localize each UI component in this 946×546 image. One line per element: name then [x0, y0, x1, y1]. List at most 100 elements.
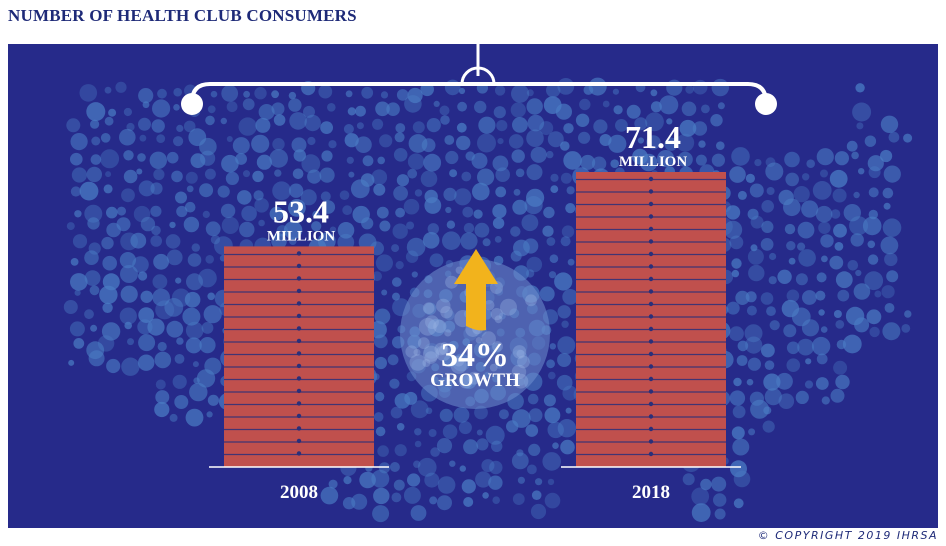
map-bubble	[379, 134, 393, 148]
map-bubble	[288, 183, 304, 198]
map-bubble	[855, 269, 862, 277]
map-bubble	[489, 460, 503, 475]
map-bubble	[458, 421, 472, 435]
map-bubble	[206, 411, 213, 418]
comparison-bracket	[181, 44, 777, 115]
map-bubble	[116, 217, 131, 232]
bar-dot	[296, 288, 302, 294]
map-bubble	[307, 136, 316, 146]
map-bubble	[539, 121, 554, 136]
map-bubble	[748, 428, 756, 436]
value-label: 53.4	[273, 193, 329, 229]
map-bubble	[815, 205, 833, 223]
map-bubble	[446, 220, 456, 229]
map-bubble	[150, 205, 162, 217]
map-bubble	[547, 131, 564, 148]
map-bubble	[361, 86, 374, 99]
map-bubble	[371, 469, 390, 488]
map-bubble	[66, 118, 81, 133]
map-bubble	[750, 244, 758, 252]
map-bubble	[119, 128, 136, 146]
map-bubble	[565, 407, 572, 414]
map-bubble	[132, 256, 149, 273]
map-bubble	[165, 234, 181, 249]
map-bubble	[750, 399, 770, 419]
map-bubble	[232, 137, 250, 155]
map-bubble	[700, 478, 712, 491]
map-bubble	[176, 337, 184, 345]
growth-bubble	[489, 363, 498, 372]
map-bubble	[525, 424, 539, 437]
map-bubble	[602, 100, 610, 108]
map-bubble	[812, 181, 832, 200]
map-bubble	[726, 301, 740, 315]
map-bubble	[442, 424, 458, 440]
map-bubble	[389, 378, 400, 389]
growth-bubble	[424, 351, 438, 364]
map-bubble	[221, 216, 239, 234]
map-bubble	[127, 338, 134, 346]
map-bubble	[412, 121, 425, 134]
map-bubble	[784, 223, 796, 235]
map-bubble	[882, 322, 901, 341]
map-bubble	[821, 396, 830, 405]
map-bubble	[269, 206, 284, 221]
map-bubble	[74, 210, 82, 218]
growth-bubble	[513, 373, 529, 389]
map-bubble	[199, 137, 217, 156]
map-bubble	[87, 217, 100, 230]
map-bubble	[414, 428, 422, 436]
map-bubble	[550, 173, 559, 182]
map-bubble	[567, 258, 575, 266]
map-bubble	[153, 168, 165, 181]
map-bubble	[164, 298, 184, 317]
growth-bubble	[423, 345, 440, 362]
bar-dot	[296, 313, 302, 319]
map-bubble	[797, 242, 806, 251]
map-bubble	[492, 217, 505, 229]
map-bubble	[560, 172, 572, 184]
map-bubble	[818, 309, 825, 316]
map-bubble	[429, 253, 444, 268]
map-bubble	[783, 324, 797, 338]
map-bubble	[833, 223, 847, 238]
bar-dot	[648, 264, 654, 269]
map-bubble	[198, 268, 217, 288]
map-bubble	[526, 256, 543, 273]
map-bubble	[84, 270, 101, 286]
map-bubble	[549, 254, 559, 263]
map-bubble	[100, 149, 120, 169]
map-bubble	[657, 150, 675, 168]
map-bubble	[476, 438, 489, 451]
map-bubble	[321, 150, 333, 162]
map-bubble	[746, 305, 757, 316]
map-bubble	[138, 271, 148, 281]
map-bubble	[761, 220, 774, 233]
map-bubble	[372, 505, 390, 523]
map-bubble	[381, 289, 388, 296]
map-bubble	[731, 147, 750, 166]
map-bubble	[154, 351, 172, 369]
map-bubble	[834, 151, 850, 166]
growth-bubble	[425, 315, 439, 329]
growth-bubble	[450, 357, 467, 374]
map-bubble	[444, 79, 461, 96]
map-bubble	[361, 217, 374, 230]
map-bubble	[852, 102, 872, 122]
map-bubble	[307, 169, 322, 184]
map-bubble	[88, 350, 105, 367]
map-bubble	[420, 170, 438, 188]
map-bubble	[395, 261, 404, 270]
map-bubble	[798, 249, 816, 267]
map-bubble	[176, 124, 184, 132]
map-bubble	[396, 423, 405, 431]
map-bubble	[89, 285, 100, 296]
map-bubble	[123, 150, 134, 161]
map-bubble	[868, 187, 879, 198]
growth-badge: 34% GROWTH	[400, 249, 550, 409]
map-bubble	[786, 241, 796, 251]
map-bubble	[523, 238, 539, 254]
map-bubble	[152, 288, 170, 307]
map-bubble	[850, 233, 864, 247]
map-bubble	[496, 120, 508, 132]
